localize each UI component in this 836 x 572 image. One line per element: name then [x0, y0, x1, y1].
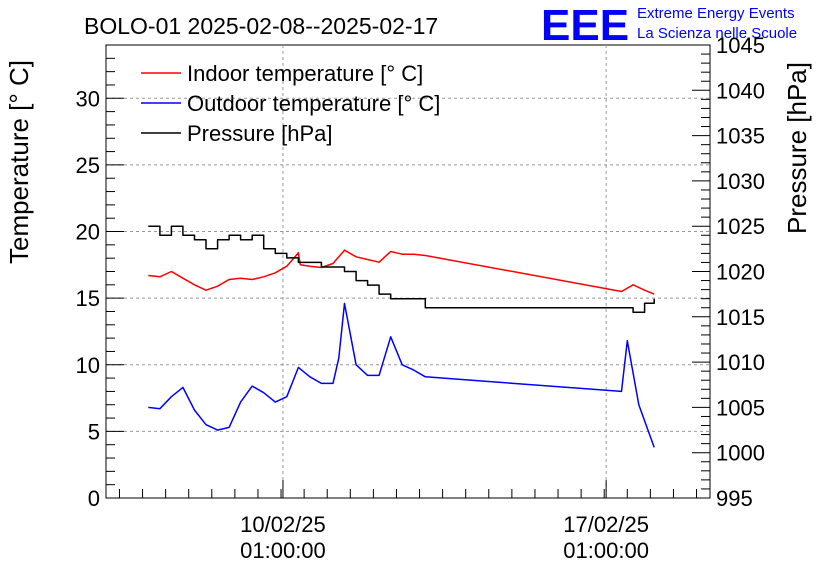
legend-label-outdoor: Outdoor temperature [° C] — [187, 91, 440, 116]
left-axis-title: Temperature [° C] — [4, 60, 34, 264]
left-axis-tick-label: 0 — [88, 486, 100, 511]
right-axis-tick-label: 1000 — [716, 441, 765, 466]
left-axis-tick-label: 15 — [76, 286, 100, 311]
left-axis-tick-label: 30 — [76, 86, 100, 111]
right-axis-tick-label: 1040 — [716, 78, 765, 103]
left-axis-tick-label: 20 — [76, 220, 100, 245]
legend-label-pressure: Pressure [hPa] — [187, 121, 333, 146]
legend-label-indoor: Indoor temperature [° C] — [187, 61, 423, 86]
right-axis-tick-label: 1025 — [716, 214, 765, 239]
right-axis-tick-label: 1020 — [716, 260, 765, 285]
left-axis: 0 5 10 15 20 25 30 — [76, 44, 124, 511]
series-pressure — [148, 225, 655, 314]
right-axis-tick-label: 1030 — [716, 169, 765, 194]
x-axis-tick-label-time: 01:00:00 — [563, 538, 649, 563]
x-axis-tick-label-date: 10/02/25 — [240, 512, 326, 537]
right-axis-tick-label: 1010 — [716, 350, 765, 375]
series-lines — [148, 225, 655, 448]
right-axis: 995 1000 1005 1010 1015 1020 1025 1030 1035 1040 1… — [692, 33, 765, 511]
right-axis-tick-label: 995 — [716, 486, 753, 511]
x-axis-tick-label-time: 01:00:00 — [240, 538, 326, 563]
series-outdoor-temperature — [148, 302, 655, 448]
org-name-line1: Extreme Energy Events — [637, 5, 795, 22]
left-axis-tick-label: 25 — [76, 153, 100, 178]
right-axis-title: Pressure [hPa] — [782, 62, 812, 234]
right-axis-tick-label: 1045 — [716, 33, 765, 58]
series-indoor-temperature — [148, 249, 655, 295]
x-axis-tick-label-date: 17/02/25 — [563, 512, 649, 537]
legend: Indoor temperature [° C] Outdoor tempera… — [141, 61, 440, 146]
right-axis-tick-label: 1015 — [716, 305, 765, 330]
eee-logo-text: EEE — [541, 1, 629, 50]
left-axis-tick-label: 5 — [88, 419, 100, 444]
right-axis-tick-label: 1005 — [716, 395, 765, 420]
left-axis-tick-label: 10 — [76, 353, 100, 378]
eee-logo: EEE Extreme Energy Events La Scienza nel… — [541, 1, 797, 50]
right-axis-tick-label: 1035 — [716, 124, 765, 149]
org-name-line2: La Scienza nelle Scuole — [637, 25, 797, 42]
chart-title: BOLO-01 2025-02-08--2025-02-17 — [84, 13, 438, 39]
